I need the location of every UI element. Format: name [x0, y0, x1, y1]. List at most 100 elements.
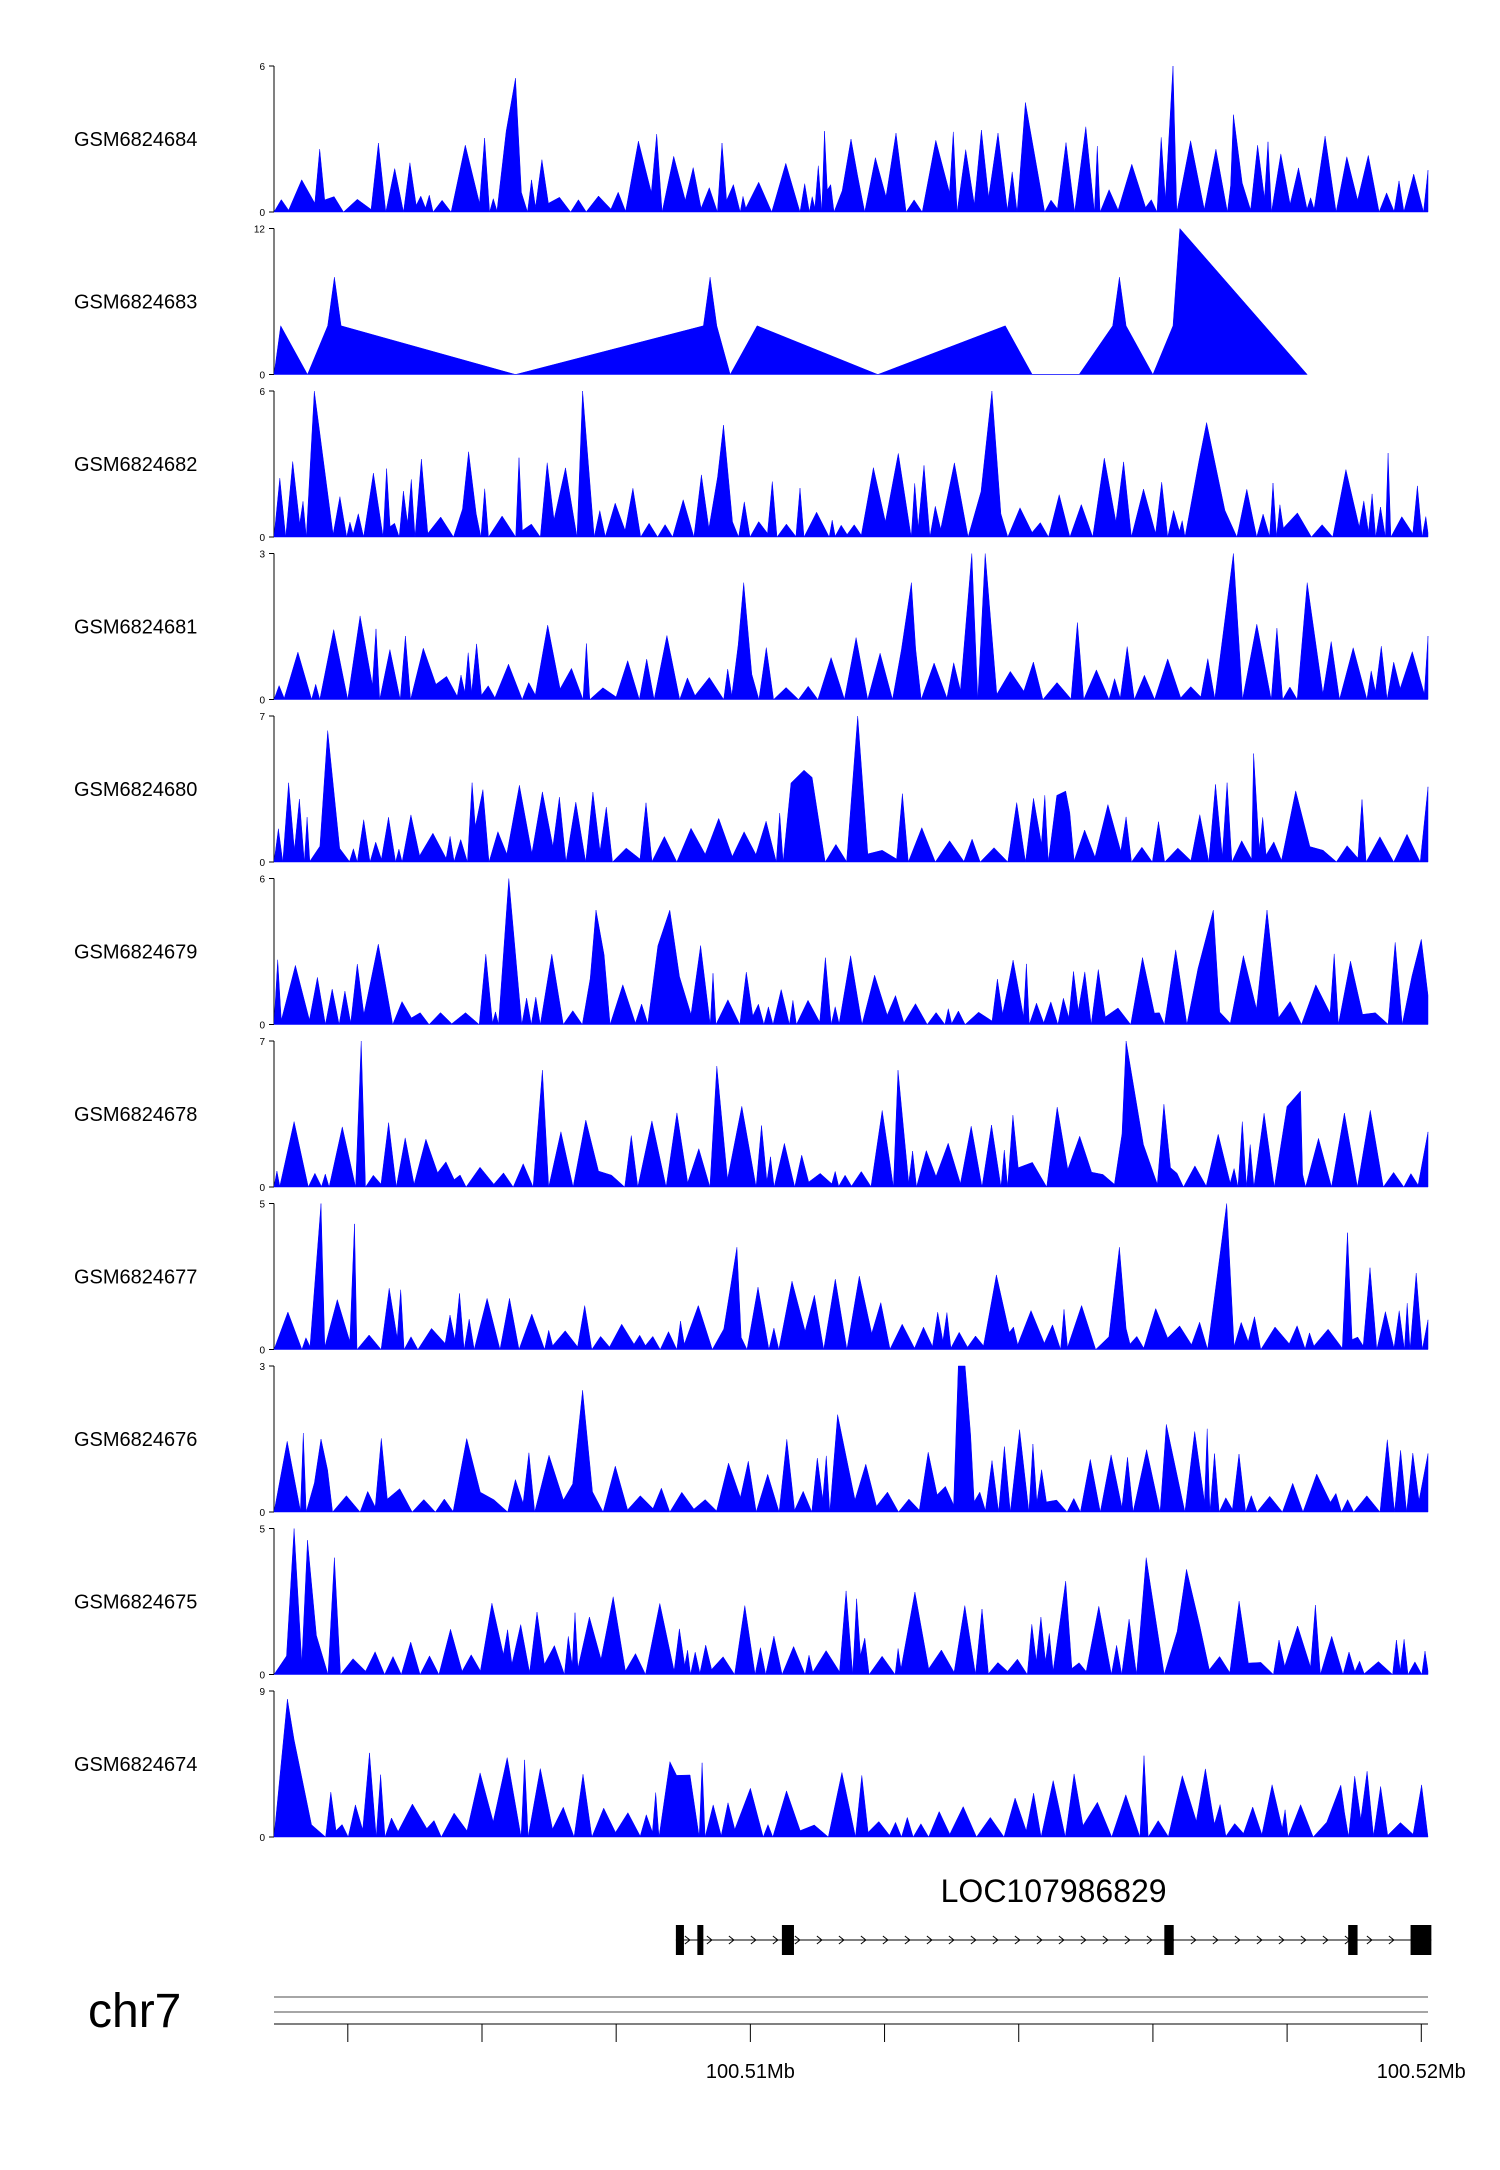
strand-arrow: [1256, 1935, 1263, 1945]
strand-arrow: [1300, 1935, 1307, 1945]
track-label: GSM6824684: [74, 129, 197, 151]
track-GSM6824677: GSM6824677 5 0: [74, 1200, 1429, 1357]
track-GSM6824674: GSM6824674 9 0: [74, 1687, 1429, 1844]
track-GSM6824683: GSM6824683 12 0: [74, 225, 1308, 382]
gene-exon: [1410, 1925, 1432, 1955]
strand-arrow: [926, 1935, 933, 1945]
y-tick-label-top: 5: [259, 1525, 265, 1536]
strand-arrow: [772, 1935, 779, 1945]
gene-exon: [675, 1925, 684, 1955]
strand-arrow: [706, 1935, 713, 1945]
track-label: GSM6824678: [74, 1104, 197, 1126]
strand-arrow: [1278, 1935, 1285, 1945]
gene-exon: [1348, 1925, 1358, 1955]
track-label: GSM6824682: [74, 454, 197, 476]
y-tick-label-top: 6: [259, 387, 265, 398]
y-tick-label-bottom: 0: [259, 858, 265, 869]
track-label: GSM6824681: [74, 617, 197, 639]
coverage-area: [273, 1528, 1429, 1676]
x-tick-label: 100.51Mb: [706, 2061, 795, 2083]
strand-arrow: [794, 1935, 801, 1945]
strand-arrow: [992, 1935, 999, 1945]
track-label: GSM6824676: [74, 1429, 197, 1451]
y-tick-label-top: 3: [259, 1362, 265, 1373]
track-GSM6824681: GSM6824681 3 0: [74, 550, 1429, 707]
track-label: GSM6824675: [74, 1592, 197, 1614]
y-tick-label-bottom: 0: [259, 371, 265, 382]
y-tick-label-bottom: 0: [259, 696, 265, 707]
y-tick-label-top: 3: [259, 550, 265, 561]
coverage-area: [273, 1203, 1429, 1351]
strand-arrow: [1080, 1935, 1087, 1945]
strand-arrow: [1058, 1935, 1065, 1945]
strand-arrow: [728, 1935, 735, 1945]
y-tick-label-top: 6: [259, 62, 265, 73]
x-tick-label: 100.52Mb: [1377, 2061, 1466, 2083]
y-tick-label-top: 6: [259, 875, 265, 886]
coverage-area: [273, 1365, 1429, 1513]
y-tick-label-bottom: 0: [259, 1833, 265, 1844]
y-tick-label-bottom: 0: [259, 533, 265, 544]
strand-arrow: [1102, 1935, 1109, 1945]
strand-arrow: [882, 1935, 889, 1945]
genomic-axis: 100.51Mb 100.52Mb: [274, 2023, 1466, 2083]
y-tick-label-bottom: 0: [259, 1183, 265, 1194]
coverage-area: [273, 1699, 1429, 1838]
gene-exon: [697, 1925, 704, 1955]
track-GSM6824675: GSM6824675 5 0: [74, 1525, 1429, 1682]
y-tick-label-bottom: 0: [259, 1021, 265, 1032]
strand-arrow: [1190, 1935, 1197, 1945]
coverage-area: [273, 1040, 1429, 1188]
coverage-area: [273, 715, 1429, 863]
strand-arrow: [1234, 1935, 1241, 1945]
track-GSM6824680: GSM6824680 7 0: [74, 712, 1429, 869]
coverage-area: [273, 227, 1308, 376]
chromosome-label: chr7: [88, 1985, 181, 2038]
strand-arrow: [1146, 1935, 1153, 1945]
chromosome-track: chr7: [88, 1985, 1428, 2038]
coverage-area: [273, 65, 1429, 213]
strand-arrow: [750, 1935, 757, 1945]
strand-arrow: [860, 1935, 867, 1945]
gene-exon: [781, 1925, 794, 1955]
coverage-area: [273, 390, 1429, 538]
coverage-area: [273, 878, 1429, 1026]
strand-arrow: [1014, 1935, 1021, 1945]
track-label: GSM6824674: [74, 1754, 197, 1776]
y-tick-label-top: 7: [259, 712, 265, 723]
strand-arrow: [838, 1935, 845, 1945]
strand-arrow: [904, 1935, 911, 1945]
track-label: GSM6824683: [74, 292, 197, 314]
track-label: GSM6824680: [74, 779, 197, 801]
strand-arrow: [1322, 1935, 1329, 1945]
track-GSM6824676: GSM6824676 3 0: [74, 1362, 1429, 1519]
y-tick-label-bottom: 0: [259, 1346, 265, 1357]
track-GSM6824684: GSM6824684 6 0: [74, 62, 1429, 219]
y-tick-label-top: 9: [259, 1687, 265, 1698]
strand-arrow: [970, 1935, 977, 1945]
y-tick-label-bottom: 0: [259, 1671, 265, 1682]
strand-arrow: [816, 1935, 823, 1945]
y-tick-label-bottom: 0: [259, 208, 265, 219]
strand-arrow: [1212, 1935, 1219, 1945]
track-label: GSM6824677: [74, 1267, 197, 1289]
strand-arrow: [684, 1935, 691, 1945]
coverage-area: [273, 553, 1429, 701]
strand-arrow: [948, 1935, 955, 1945]
y-tick-label-top: 12: [254, 225, 266, 236]
track-GSM6824678: GSM6824678 7 0: [74, 1037, 1429, 1194]
gene-name-label: LOC107986829: [941, 1873, 1167, 1909]
y-tick-label-bottom: 0: [259, 1508, 265, 1519]
y-tick-label-top: 7: [259, 1037, 265, 1048]
track-label: GSM6824679: [74, 942, 197, 964]
y-tick-label-top: 5: [259, 1200, 265, 1211]
strand-arrow: [1036, 1935, 1043, 1945]
track-GSM6824679: GSM6824679 6 0: [74, 875, 1429, 1032]
strand-arrow: [1124, 1935, 1131, 1945]
track-GSM6824682: GSM6824682 6 0: [74, 387, 1429, 544]
gene-exon: [1164, 1925, 1174, 1955]
strand-arrow: [1388, 1935, 1395, 1945]
strand-arrow: [1366, 1935, 1373, 1945]
gene-model: LOC107986829: [675, 1873, 1432, 1955]
